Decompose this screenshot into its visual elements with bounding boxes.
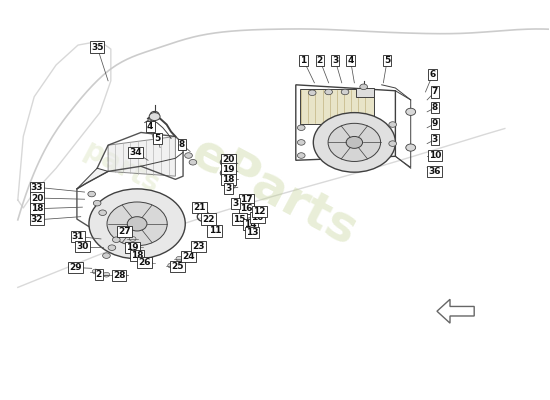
Text: 15: 15	[233, 214, 246, 224]
Text: 2: 2	[317, 56, 323, 65]
Text: 27: 27	[118, 227, 131, 236]
Polygon shape	[356, 88, 373, 97]
Text: 9: 9	[432, 119, 438, 128]
Circle shape	[114, 272, 120, 277]
Circle shape	[298, 140, 305, 145]
Text: 3: 3	[226, 184, 232, 193]
Text: 21: 21	[193, 203, 206, 212]
Text: 34: 34	[129, 148, 142, 157]
Text: 19: 19	[126, 243, 139, 252]
Circle shape	[328, 123, 381, 162]
Text: 11: 11	[208, 226, 221, 236]
Circle shape	[149, 113, 160, 120]
Circle shape	[389, 122, 397, 127]
Circle shape	[241, 202, 248, 206]
Text: 4: 4	[147, 122, 153, 131]
Circle shape	[89, 189, 185, 259]
Text: 18: 18	[222, 175, 235, 184]
Circle shape	[314, 113, 395, 172]
Text: 20: 20	[31, 194, 43, 202]
Text: 29: 29	[69, 263, 81, 272]
Text: 22: 22	[202, 214, 214, 224]
Text: 3: 3	[233, 199, 239, 208]
Circle shape	[92, 269, 99, 274]
Circle shape	[99, 210, 107, 216]
Circle shape	[185, 153, 192, 158]
Circle shape	[107, 202, 167, 246]
Circle shape	[406, 108, 416, 115]
Circle shape	[247, 210, 254, 214]
Circle shape	[88, 191, 96, 197]
Circle shape	[134, 244, 140, 249]
Text: 4: 4	[348, 56, 354, 65]
Circle shape	[103, 272, 110, 277]
Text: 17: 17	[240, 195, 253, 204]
Circle shape	[309, 90, 316, 96]
Text: 12: 12	[254, 207, 266, 216]
Text: 7: 7	[432, 88, 438, 96]
Text: 3: 3	[332, 56, 338, 65]
Circle shape	[325, 89, 332, 95]
Text: 5: 5	[384, 56, 390, 65]
Text: 31: 31	[72, 232, 84, 241]
Circle shape	[406, 144, 416, 151]
Text: 35: 35	[91, 42, 103, 52]
Text: 33: 33	[31, 183, 43, 192]
Text: 5: 5	[154, 134, 161, 143]
Circle shape	[298, 153, 305, 158]
Text: 20: 20	[222, 155, 235, 164]
Circle shape	[127, 217, 147, 231]
Text: 16: 16	[240, 204, 253, 213]
Text: 26: 26	[139, 258, 151, 267]
Circle shape	[94, 200, 101, 206]
Polygon shape	[108, 136, 175, 176]
Text: 23: 23	[192, 242, 205, 251]
Text: eParts: eParts	[184, 128, 366, 256]
Text: 32: 32	[31, 215, 43, 224]
Text: 14: 14	[244, 220, 257, 229]
Text: 13: 13	[246, 228, 258, 237]
Circle shape	[250, 225, 256, 229]
Circle shape	[108, 245, 116, 250]
Circle shape	[146, 260, 152, 265]
Circle shape	[112, 237, 120, 242]
Text: 36: 36	[428, 167, 441, 176]
Text: 6: 6	[430, 70, 436, 79]
Circle shape	[189, 160, 197, 165]
Polygon shape	[300, 89, 373, 124]
Polygon shape	[77, 168, 108, 189]
Text: 28: 28	[113, 271, 125, 280]
Text: 8: 8	[179, 140, 185, 149]
Text: 3: 3	[432, 135, 438, 144]
Circle shape	[298, 125, 305, 130]
Circle shape	[129, 236, 136, 241]
Circle shape	[176, 256, 183, 261]
Circle shape	[103, 253, 111, 258]
Text: 2: 2	[96, 270, 102, 279]
Circle shape	[360, 84, 367, 90]
Text: 24: 24	[182, 252, 195, 261]
Circle shape	[346, 136, 362, 148]
Circle shape	[168, 263, 174, 268]
Text: 18: 18	[31, 204, 43, 213]
Text: 10: 10	[428, 151, 441, 160]
Text: 1: 1	[300, 56, 306, 65]
Text: 30: 30	[76, 242, 89, 251]
Text: parts: parts	[79, 136, 164, 200]
Text: 19: 19	[222, 164, 235, 174]
Text: 8: 8	[432, 103, 438, 112]
Polygon shape	[437, 299, 474, 323]
Circle shape	[251, 230, 257, 235]
Text: 10: 10	[251, 213, 263, 222]
Circle shape	[341, 89, 349, 95]
Circle shape	[247, 218, 254, 222]
Text: 25: 25	[172, 262, 184, 271]
Text: 18: 18	[131, 251, 144, 260]
Circle shape	[389, 141, 397, 146]
